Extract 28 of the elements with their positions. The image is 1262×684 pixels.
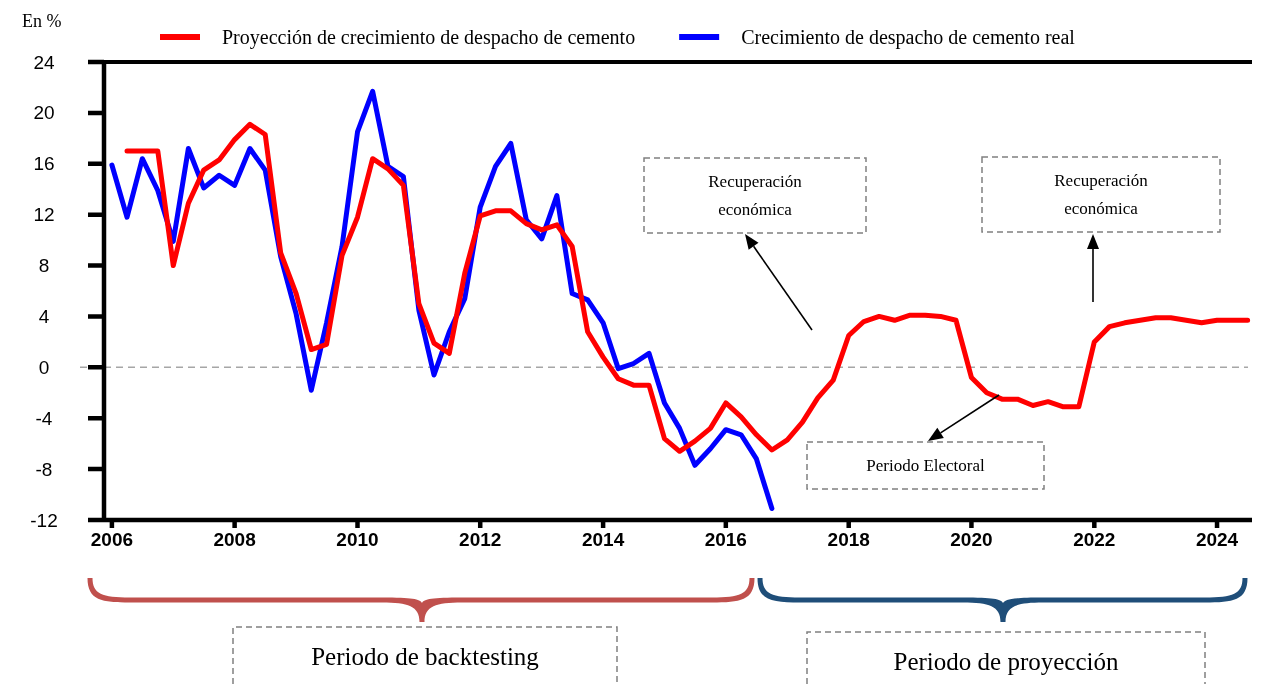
x-tick-label: 2024 xyxy=(1195,528,1239,550)
y-tick-label: -8 xyxy=(35,458,53,480)
y-tick-label: 16 xyxy=(33,153,55,175)
y-tick-label: 24 xyxy=(33,51,55,73)
text: Periodo de proyección xyxy=(893,647,1119,675)
x-tick-label: 2018 xyxy=(827,528,870,550)
y-tick-label: 12 xyxy=(33,204,55,226)
annotation: Periodo Electoral xyxy=(866,456,986,475)
legend-label: Proyección de crecimiento de despacho de cemento xyxy=(222,26,636,49)
y-tick-label: 20 xyxy=(33,102,55,124)
annotation: Recuperación económica xyxy=(708,171,803,220)
y-tick-label: 4 xyxy=(38,305,50,327)
x-tick-label: 2006 xyxy=(90,528,134,550)
annotation: Recuperación económica xyxy=(1054,170,1149,219)
x-tick-label: 2016 xyxy=(704,528,747,550)
y-tick-label: 8 xyxy=(38,255,50,277)
x-tick-label: 2012 xyxy=(459,528,502,550)
text: Periodo de backtesting xyxy=(311,642,540,670)
y-tick-label: -12 xyxy=(30,509,58,531)
x-tick-label: 2008 xyxy=(213,528,256,550)
y-tick-label: -4 xyxy=(35,407,53,429)
y-axis-title: En % xyxy=(22,11,62,31)
y-tick-label: 0 xyxy=(38,356,50,378)
x-tick-label: 2022 xyxy=(1073,528,1116,550)
legend-label: Crecimiento de despacho de cemento real xyxy=(741,26,1076,49)
x-tick-label: 2020 xyxy=(950,528,993,550)
x-tick-label: 2010 xyxy=(336,528,379,550)
x-tick-label: 2014 xyxy=(581,528,625,550)
